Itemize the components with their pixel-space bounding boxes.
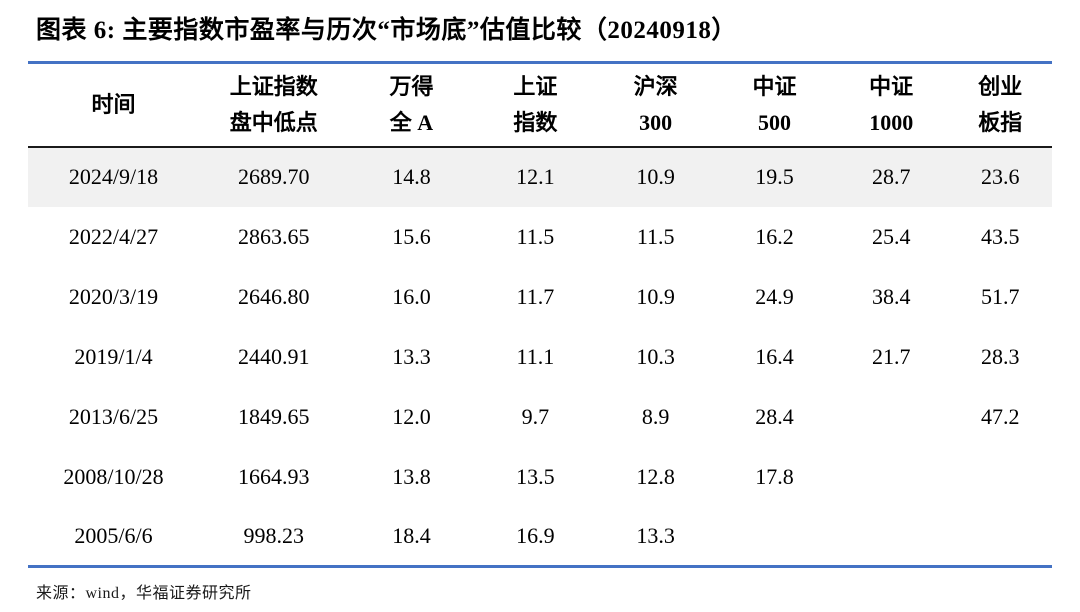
column-header-line2: 1000 (869, 109, 914, 135)
value-cell: 13.3 (636, 522, 675, 548)
table-body: 2024/9/18 2689.70 14.8 12.1 10.9 19.5 28.7 23.6… (28, 146, 1052, 567)
table-container: 时间 上证指数 盘中低点 万得全 A 上证 指数 沪深 300 中证 500 中证 1000 创业 板指 … (28, 61, 1052, 568)
value-cell: 8.9 (641, 403, 670, 429)
column-header-line2: 全 A (389, 109, 434, 135)
value-cell: 16.0 (392, 283, 431, 309)
value-cell: 13.8 (392, 463, 431, 489)
value-cell: 10.3 (636, 343, 675, 369)
value-cell: 11.7 (516, 283, 555, 309)
column-header-line1: 时间 (91, 91, 136, 117)
column-header: 时间 (28, 63, 199, 147)
date-cell: 2020/3/19 (68, 283, 159, 309)
date-cell: 2022/4/27 (68, 223, 159, 249)
value-cell (834, 507, 949, 567)
value-cell (949, 507, 1052, 567)
figure-title: 图表 6: 主要指数市盈率与历次“市场底”估值比较（20240918） (36, 17, 737, 44)
table-header-row: 时间 上证指数 盘中低点 万得全 A 上证 指数 沪深 300 中证 500 中证 1000 创业 板指 (28, 63, 1052, 147)
column-header: 沪深 300 (596, 63, 715, 147)
value-cell: 24.9 (755, 283, 794, 309)
value-cell: 14.8 (392, 164, 431, 189)
table-row: 2020/3/19 2646.80 16.0 11.7 10.9 24.9 38.4 51.7 (28, 267, 1052, 327)
table-row: 2005/6/6 998.23 18.4 16.9 13.3 (28, 507, 1052, 567)
date-cell: 2005/6/6 (74, 522, 153, 548)
column-header-line2: 500 (757, 109, 791, 135)
value-cell (715, 507, 834, 567)
table-row: 2008/10/28 1664.93 13.8 13.5 12.8 17.8 (28, 447, 1052, 507)
value-cell: 10.9 (636, 164, 675, 189)
source-note: 来源：wind，华福证券研究所 (36, 585, 252, 602)
value-cell: 13.5 (516, 463, 555, 489)
value-cell: 12.0 (392, 403, 431, 429)
pe-comparison-table: 时间 上证指数 盘中低点 万得全 A 上证 指数 沪深 300 中证 500 中证 1000 创业 板指 … (28, 61, 1052, 568)
value-cell: 12.8 (636, 463, 675, 489)
column-header-line1: 沪深 (633, 73, 678, 99)
value-cell: 17.8 (755, 463, 794, 489)
value-cell: 28.4 (755, 403, 794, 429)
column-header: 创业 板指 (949, 63, 1052, 147)
table-row: 2024/9/18 2689.70 14.8 12.1 10.9 19.5 28.7 23.6 (28, 146, 1052, 207)
value-cell (834, 387, 949, 447)
value-cell: 2863.65 (238, 223, 310, 249)
column-header: 中证 1000 (834, 63, 949, 147)
column-header-line1: 中证 (752, 73, 797, 99)
table-row: 2022/4/27 2863.65 15.6 11.5 11.5 16.2 25.4 43.5 (28, 207, 1052, 267)
value-cell: 47.2 (981, 403, 1020, 429)
value-cell: 28.3 (981, 343, 1020, 369)
column-header-line2: 指数 (513, 109, 558, 135)
value-cell: 1664.93 (238, 463, 310, 489)
value-cell: 2646.80 (238, 283, 310, 309)
value-cell: 15.6 (392, 223, 431, 249)
value-cell: 43.5 (981, 223, 1020, 249)
value-cell: 19.5 (755, 164, 794, 189)
value-cell: 28.7 (871, 164, 911, 189)
column-header: 上证 指数 (474, 63, 596, 147)
value-cell: 10.9 (636, 283, 675, 309)
value-cell (834, 447, 949, 507)
column-header-line2: 板指 (978, 109, 1023, 135)
value-cell: 11.5 (516, 223, 555, 249)
column-header-line1: 中证 (869, 73, 914, 99)
value-cell: 9.7 (521, 403, 550, 429)
value-cell: 21.7 (871, 343, 911, 369)
value-cell: 16.9 (516, 522, 555, 548)
value-cell: 2440.91 (238, 343, 310, 369)
column-header-line1: 上证 (513, 73, 558, 99)
column-header-line1: 万得 (389, 73, 434, 99)
column-header: 万得全 A (349, 63, 475, 147)
value-cell: 2689.70 (238, 164, 310, 189)
date-cell: 2013/6/25 (68, 403, 159, 429)
column-header-line2: 盘中低点 (229, 109, 318, 135)
value-cell: 18.4 (392, 522, 431, 548)
value-cell: 16.4 (755, 343, 794, 369)
table-row: 2019/1/4 2440.91 13.3 11.1 10.3 16.4 21.7 28.3 (28, 327, 1052, 387)
column-header: 上证指数 盘中低点 (199, 63, 349, 147)
column-header-line2: 300 (639, 109, 673, 135)
date-cell: 2008/10/28 (63, 463, 164, 489)
date-cell: 2019/1/4 (74, 343, 153, 369)
value-cell (949, 447, 1052, 507)
value-cell: 1849.65 (238, 403, 310, 429)
table-row: 2013/6/25 1849.65 12.0 9.7 8.9 28.4 47.2 (28, 387, 1052, 447)
value-cell: 11.5 (636, 223, 675, 249)
value-cell: 51.7 (981, 283, 1020, 309)
value-cell: 998.23 (243, 522, 305, 548)
column-header-line1: 创业 (978, 73, 1023, 99)
column-header-line1: 上证指数 (229, 73, 318, 99)
value-cell: 13.3 (392, 343, 431, 369)
value-cell: 16.2 (755, 223, 794, 249)
value-cell: 25.4 (871, 223, 911, 249)
date-cell: 2024/9/18 (68, 164, 159, 189)
value-cell: 12.1 (516, 164, 555, 189)
column-header: 中证 500 (715, 63, 834, 147)
value-cell: 38.4 (871, 283, 911, 309)
value-cell: 11.1 (516, 343, 555, 369)
value-cell: 23.6 (981, 164, 1020, 189)
